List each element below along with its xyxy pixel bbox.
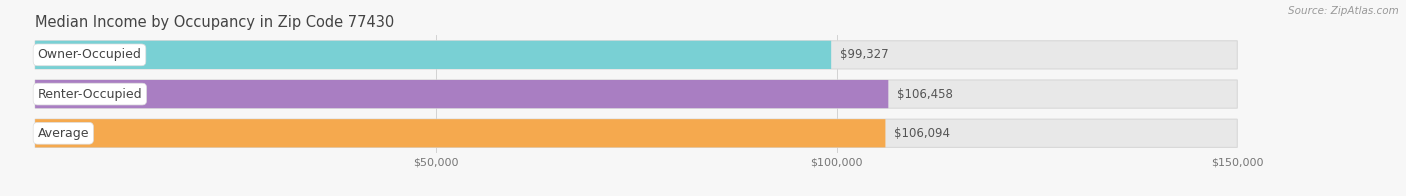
Text: Owner-Occupied: Owner-Occupied (38, 48, 142, 61)
Text: $106,094: $106,094 (894, 127, 950, 140)
Text: Median Income by Occupancy in Zip Code 77430: Median Income by Occupancy in Zip Code 7… (35, 15, 395, 30)
FancyBboxPatch shape (35, 80, 889, 108)
Text: $99,327: $99,327 (839, 48, 889, 61)
Text: Average: Average (38, 127, 89, 140)
FancyBboxPatch shape (35, 119, 1237, 147)
FancyBboxPatch shape (35, 80, 1237, 108)
Text: Renter-Occupied: Renter-Occupied (38, 88, 142, 101)
Text: $106,458: $106,458 (897, 88, 953, 101)
Text: Source: ZipAtlas.com: Source: ZipAtlas.com (1288, 6, 1399, 16)
FancyBboxPatch shape (35, 119, 886, 147)
FancyBboxPatch shape (35, 41, 831, 69)
FancyBboxPatch shape (35, 41, 1237, 69)
